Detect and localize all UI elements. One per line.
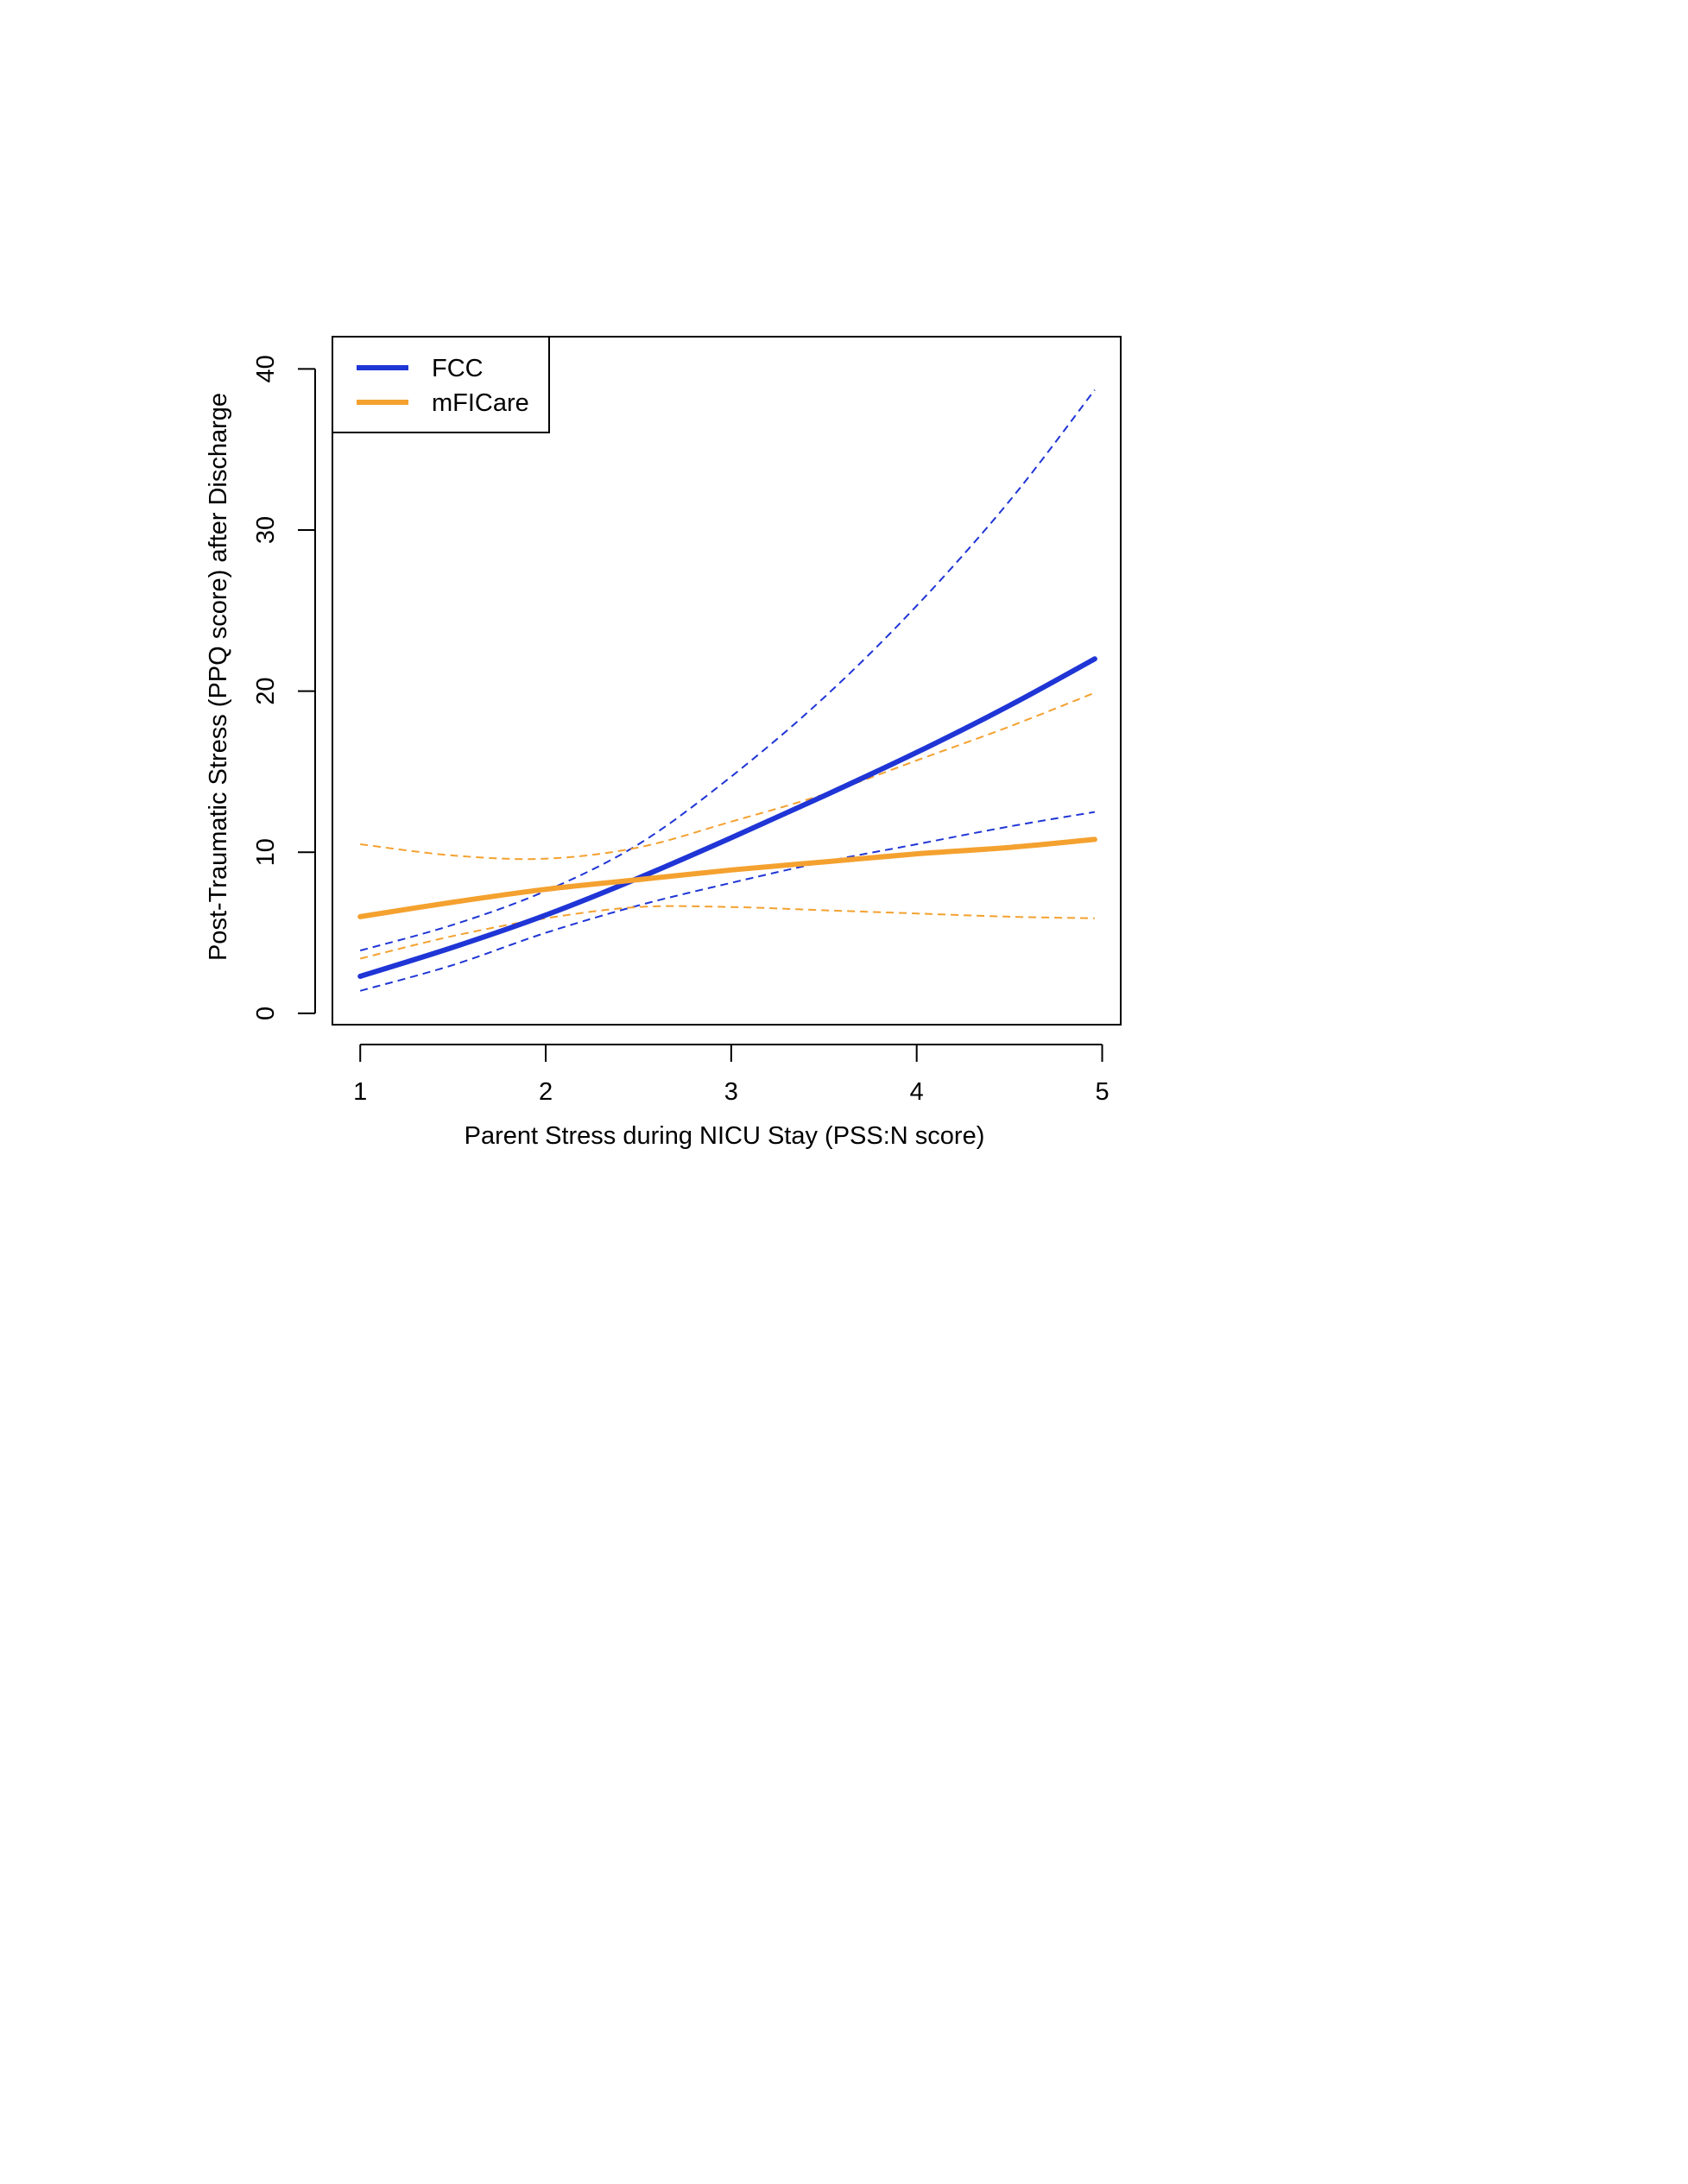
legend: FCC mFICare <box>332 336 550 433</box>
x-axis-label: Parent Stress during NICU Stay (PSS:N sc… <box>465 1122 985 1150</box>
x-tick-label: 4 <box>910 1078 924 1106</box>
mficare-lower-ci-line <box>359 905 1095 960</box>
legend-label-fcc: FCC <box>432 355 484 382</box>
mficare-upper-ci-line <box>360 691 1096 861</box>
y-tick-label: 30 <box>252 516 280 544</box>
series-layer <box>357 388 1097 992</box>
x-tick-label: 5 <box>1095 1078 1109 1106</box>
y-axis-label: Post-Traumatic Stress (PPQ score) after … <box>205 393 232 961</box>
y-tick-label: 0 <box>252 1007 280 1020</box>
legend-box <box>332 336 550 433</box>
fcc-line <box>357 656 1097 979</box>
mficare-line <box>357 836 1097 919</box>
x-tick-label: 3 <box>724 1078 738 1106</box>
x-tick-label: 2 <box>539 1078 553 1106</box>
legend-label-mficare: mFICare <box>432 389 529 417</box>
fcc-upper-ci-line <box>359 388 1096 952</box>
axes-layer: 1 2 3 4 5 0 10 20 30 40 <box>252 336 1122 1106</box>
y-tick-label: 40 <box>252 355 280 382</box>
plot-frame <box>332 336 1122 1026</box>
y-tick-label: 10 <box>252 838 280 866</box>
x-tick-label: 1 <box>353 1078 367 1106</box>
y-tick-label: 20 <box>252 677 280 704</box>
